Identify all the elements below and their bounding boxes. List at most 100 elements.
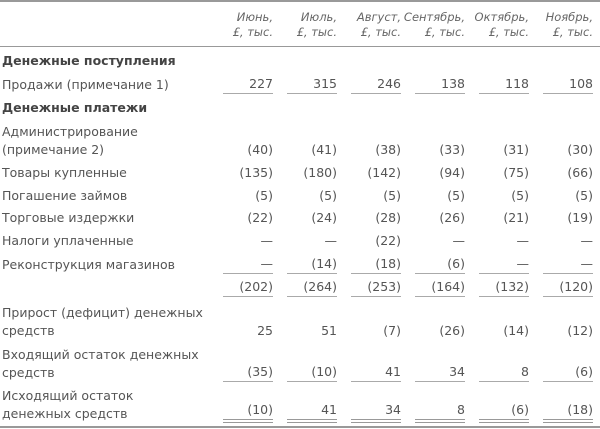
cell-value: 51 [321,323,337,338]
value-cell: 51 [273,322,337,342]
value-cell: (10) [209,401,273,425]
cell-value: (26) [439,210,465,225]
row-label: Погашение займов [2,188,128,203]
value-cell: — [209,255,273,276]
cell-value: (6) [543,363,593,382]
value-cell: 34 [401,363,465,384]
cell-value: (164) [415,278,465,297]
value-cell: — [465,255,529,276]
value-cell: (5) [401,187,465,207]
cell-value: (6) [479,401,529,423]
table-row: Продажи (примечание 1) 227 315 246 138 118 108 [0,72,600,96]
cell-value: 25 [257,323,273,338]
cell-value: (5) [511,188,529,203]
table-row: Погашение займов (5) (5) (5) (5) (5) (5) [0,184,600,207]
cell-value: (135) [239,165,273,180]
cell-value: (132) [479,278,529,297]
cell-value: 34 [351,401,401,423]
table-row: Товары купленные (135) (180) (142) (94) (75) (… [0,161,600,184]
cell-value: (5) [383,188,401,203]
value-cell: (202) [209,278,273,299]
column-header: Июль, £, тыс. [273,2,337,46]
row-label: Продажи (примечание 1) [2,77,169,92]
section-heading: Денежные поступления [2,53,176,68]
value-cell: — [529,232,594,252]
column-header: Ноябрь, £, тыс. [529,2,593,46]
row-label: Исходящий остаток денежных средств [2,388,134,421]
row-label: Налоги уплаченные [2,233,134,248]
value-cell: (18) [337,255,401,276]
cell-value: 8 [415,401,465,423]
value-cell: — [529,255,593,276]
value-cell: — [465,232,530,252]
cell-value: (10) [287,363,337,382]
value-cell: 227 [209,75,273,96]
cell-value: — [479,255,529,274]
column-unit: £, тыс. [296,25,337,39]
value-cell: (94) [401,164,465,184]
value-cell: 246 [337,75,401,96]
header-spacer [0,2,209,46]
column-unit: £, тыс. [488,25,529,39]
value-cell: (5) [465,187,529,207]
value-cell: (21) [465,209,529,229]
column-unit: £, тыс. [232,25,273,39]
cell-value: 108 [543,75,593,94]
value-cell: (19) [529,209,593,229]
value-cell: (120) [529,278,593,299]
cell-value: (12) [567,323,593,338]
value-cell: (12) [529,322,593,342]
cell-value: (75) [503,165,529,180]
value-cell: (14) [273,255,337,276]
section-heading-row: Денежные платежи [0,96,600,119]
value-cell: (18) [529,401,593,425]
cell-value: (18) [351,255,401,274]
section-heading-row: Денежные поступления [0,50,600,72]
value-cell: 25 [209,322,273,342]
column-header: Июнь, £, тыс. [209,2,273,46]
cell-value: (38) [375,142,401,157]
column-header: Октябрь, £, тыс. [465,2,529,46]
table-row: Администрирование (примечание 2) (40) (41)… [0,119,600,161]
column-month: Ноябрь, [545,10,593,24]
table-row: Входящий остаток денежных средств (35) (10… [0,342,600,384]
value-cell: (66) [529,164,593,184]
table-row: (202) (264) (253) (164) (132) (120) [0,276,600,299]
table-row: Реконструкция магазинов — (14) (18) (6) — — [0,252,600,276]
cell-value: (41) [311,142,337,157]
value-cell: — [401,232,466,252]
cell-value: (31) [503,142,529,157]
cell-value: (22) [247,210,273,225]
value-cell: 34 [337,401,401,425]
cell-value: (33) [439,142,465,157]
row-label: Торговые издержки [2,210,135,225]
cell-value: (10) [223,401,273,423]
bottom-rule [0,426,600,428]
cell-value: — [452,233,466,248]
value-cell: (5) [273,187,337,207]
value-cell: — [209,232,274,252]
value-cell: (30) [529,141,593,161]
column-month: Июль, [300,10,337,24]
table-row: Торговые издержки (22) (24) (28) (26) (21) (19… [0,207,600,229]
cell-value: — [543,255,593,274]
cell-value: (202) [223,278,273,297]
value-cell: (180) [273,164,337,184]
cell-value: (35) [223,363,273,382]
cell-value: — [260,233,274,248]
value-cell: (253) [337,278,401,299]
value-cell: (14) [465,322,529,342]
value-cell: 8 [401,401,465,425]
cell-value: (6) [415,255,465,274]
row-label: Прирост (дефицит) денежных средств [2,305,203,338]
value-cell: (33) [401,141,465,161]
table-row: Прирост (дефицит) денежных средств 25 51 (7… [0,299,600,342]
row-label: Реконструкция магазинов [2,257,176,272]
table-row: Исходящий остаток денежных средств (10) 41… [0,384,600,425]
cell-value: (30) [567,142,593,157]
column-month: Октябрь, [474,10,529,24]
value-cell: (6) [529,363,593,384]
value-cell: 108 [529,75,593,96]
value-cell: (35) [209,363,273,384]
